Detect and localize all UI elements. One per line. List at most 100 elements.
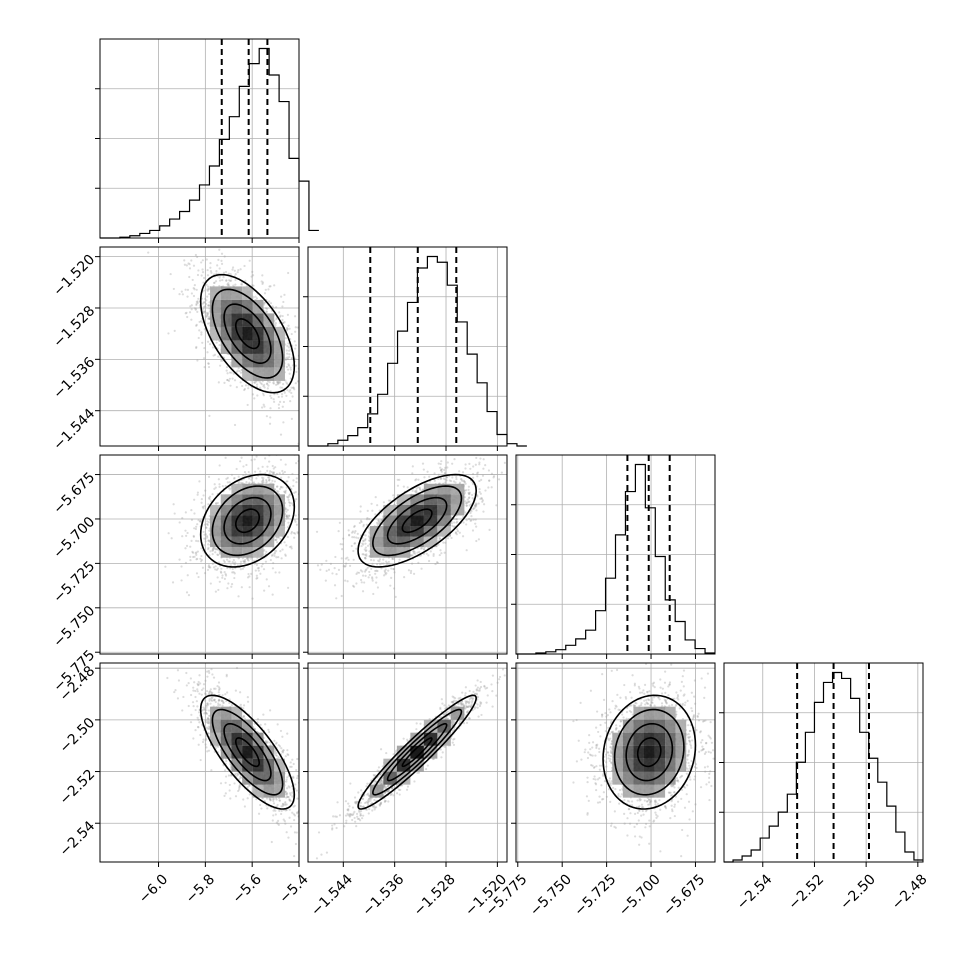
scatter-point bbox=[410, 562, 414, 565]
scatter-point bbox=[275, 556, 278, 559]
scatter-point bbox=[290, 545, 293, 548]
scatter-point bbox=[303, 483, 305, 485]
scatter-point bbox=[469, 519, 472, 522]
scatter-point bbox=[280, 486, 283, 489]
scatter-point bbox=[273, 488, 277, 491]
scatter-point bbox=[265, 307, 269, 310]
scatter-point bbox=[249, 557, 252, 560]
scatter-point bbox=[352, 558, 355, 561]
scatter-point bbox=[476, 495, 479, 498]
scatter-point bbox=[206, 522, 209, 526]
scatter-point bbox=[389, 499, 392, 502]
scatter-point bbox=[276, 392, 279, 396]
scatter-point bbox=[303, 363, 305, 365]
scatter-point bbox=[415, 491, 418, 494]
scatter-point bbox=[283, 541, 286, 544]
scatter-point bbox=[231, 268, 234, 271]
scatter-point bbox=[197, 519, 200, 522]
scatter-point bbox=[243, 560, 246, 564]
scatter-point bbox=[285, 349, 288, 352]
histogram-step bbox=[516, 463, 715, 655]
scatter-point bbox=[439, 469, 443, 472]
scatter-point bbox=[301, 354, 303, 356]
density-cell bbox=[220, 526, 232, 537]
scatter-point bbox=[253, 381, 257, 384]
scatter-point bbox=[209, 550, 212, 553]
scatter-point bbox=[471, 496, 474, 500]
scatter-point bbox=[209, 566, 212, 569]
scatter-point bbox=[446, 537, 450, 540]
scatter-point bbox=[480, 496, 483, 500]
scatter-point bbox=[334, 555, 337, 559]
scatter-point bbox=[450, 522, 454, 525]
scatter-point bbox=[232, 571, 235, 574]
scatter-point bbox=[185, 544, 189, 547]
scatter-point bbox=[206, 322, 210, 325]
scatter-point bbox=[482, 467, 485, 470]
scatter-point bbox=[207, 365, 211, 369]
scatter-point bbox=[279, 386, 282, 389]
scatter-point bbox=[309, 377, 311, 379]
scatter-point bbox=[284, 358, 287, 361]
scatter-point bbox=[284, 490, 287, 494]
scatter-point bbox=[207, 565, 210, 568]
scatter-point bbox=[193, 498, 196, 501]
scatter-point bbox=[425, 552, 428, 555]
scatter-point bbox=[367, 535, 371, 538]
scatter-point bbox=[293, 491, 296, 494]
scatter-point bbox=[275, 549, 278, 553]
scatter-point bbox=[243, 264, 246, 268]
scatter-point bbox=[288, 327, 291, 330]
scatter-point bbox=[237, 595, 240, 598]
scatter-point bbox=[272, 471, 275, 474]
scatter-point bbox=[244, 384, 248, 387]
scatter-point bbox=[215, 272, 218, 275]
scatter-point bbox=[234, 561, 237, 564]
scatter-point bbox=[410, 554, 413, 557]
scatter-point bbox=[285, 480, 288, 483]
scatter-point bbox=[186, 288, 190, 291]
density-cell bbox=[252, 547, 264, 558]
scatter-point bbox=[258, 380, 261, 383]
scatter-point bbox=[207, 539, 210, 542]
density-cell bbox=[220, 515, 232, 527]
density-cell bbox=[252, 353, 264, 368]
scatter-point bbox=[301, 384, 303, 386]
scatter-point bbox=[445, 476, 449, 479]
scatter-point bbox=[225, 477, 228, 481]
scatter-point bbox=[285, 507, 288, 511]
scatter-point bbox=[302, 506, 304, 508]
scatter-point bbox=[488, 479, 491, 482]
scatter-point bbox=[285, 381, 288, 384]
scatter-point bbox=[296, 326, 299, 329]
scatter-point bbox=[255, 297, 259, 300]
scatter-point bbox=[464, 502, 468, 505]
density-cell bbox=[242, 515, 253, 527]
scatter-point bbox=[450, 479, 453, 483]
scatter-point bbox=[216, 553, 220, 557]
scatter-point bbox=[266, 469, 269, 472]
scatter-point bbox=[269, 558, 272, 562]
scatter-point bbox=[372, 592, 375, 596]
scatter-point bbox=[451, 462, 454, 465]
scatter-point bbox=[277, 381, 280, 384]
scatter-point bbox=[375, 576, 378, 579]
scatter-point bbox=[191, 551, 195, 554]
scatter-point bbox=[259, 386, 262, 389]
scatter-point bbox=[423, 476, 426, 479]
histogram-step bbox=[100, 47, 319, 239]
scatter-point bbox=[236, 271, 239, 274]
scatter-point bbox=[205, 299, 208, 302]
scatter-point bbox=[415, 489, 418, 492]
contour-line bbox=[211, 485, 284, 557]
density-cell bbox=[252, 494, 264, 505]
scatter-point bbox=[205, 314, 208, 318]
scatter-point bbox=[286, 328, 289, 331]
scatter-point bbox=[207, 287, 210, 290]
density-cell bbox=[274, 367, 285, 381]
scatter-point bbox=[355, 572, 358, 576]
scatter-point bbox=[206, 520, 209, 523]
scatter-point bbox=[196, 273, 200, 277]
scatter-point bbox=[444, 481, 447, 484]
pair-content bbox=[164, 455, 305, 600]
